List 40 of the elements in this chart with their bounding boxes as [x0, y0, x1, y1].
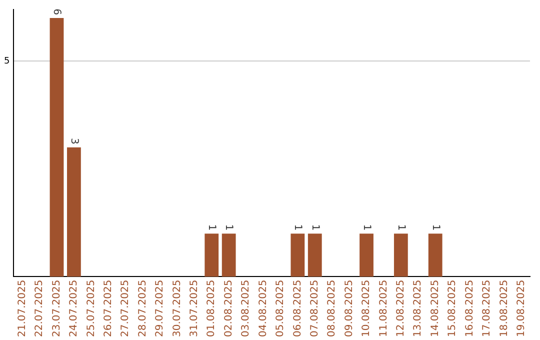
x-tick-label: 05.08.2025	[275, 280, 286, 338]
x-tick-label: 04.08.2025	[258, 280, 269, 338]
x-tick-label: 26.07.2025	[102, 280, 114, 338]
x-tick-label: 14.08.2025	[430, 280, 441, 338]
x-tick-label: 23.07.2025	[51, 280, 62, 338]
x-tick-label: 09.08.2025	[344, 280, 355, 338]
x-tick-label: 29.07.2025	[154, 280, 166, 338]
x-tick-label: 22.07.2025	[34, 280, 46, 338]
x-tick-label: 02.08.2025	[223, 280, 234, 338]
x-tick-label: 30.07.2025	[172, 280, 183, 338]
x-tick-label: 11.08.2025	[378, 280, 390, 338]
data-label: 1	[206, 224, 218, 231]
x-tick-label: 08.08.2025	[326, 280, 338, 338]
y-tick-label: 5	[4, 56, 10, 66]
x-tick-label: 16.08.2025	[464, 280, 476, 338]
data-label: 1	[292, 224, 304, 231]
data-label: 1	[430, 224, 441, 231]
x-tick-label: 25.07.2025	[86, 280, 97, 338]
data-label: 1	[309, 224, 320, 231]
x-tick-label: 03.08.2025	[240, 280, 252, 338]
data-label: 1	[395, 224, 406, 231]
x-tick-label: 07.08.2025	[309, 280, 320, 338]
data-label: 1	[223, 224, 234, 231]
x-tick-label: 01.08.2025	[206, 280, 218, 338]
x-tick-label: 21.07.2025	[16, 280, 28, 338]
x-tick-label: 18.08.2025	[498, 280, 510, 338]
x-tick-label: 13.08.2025	[412, 280, 424, 338]
x-tick-label: 06.08.2025	[292, 280, 304, 338]
x-tick-label: 17.08.2025	[482, 280, 493, 338]
x-tick-label: 19.08.2025	[516, 280, 527, 338]
x-tick-label: 24.07.2025	[68, 280, 80, 338]
x-tick-label: 31.07.2025	[189, 280, 200, 338]
data-label: 6	[51, 8, 62, 16]
x-tick-label: 15.08.2025	[447, 280, 458, 338]
x-tick-label: 10.08.2025	[361, 280, 372, 338]
x-tick-label: 27.07.2025	[120, 280, 132, 338]
data-label: 3	[68, 138, 80, 144]
data-label: 1	[360, 224, 372, 231]
x-tick-label: 12.08.2025	[396, 280, 407, 338]
x-tick-label: 28.07.2025	[137, 280, 148, 338]
